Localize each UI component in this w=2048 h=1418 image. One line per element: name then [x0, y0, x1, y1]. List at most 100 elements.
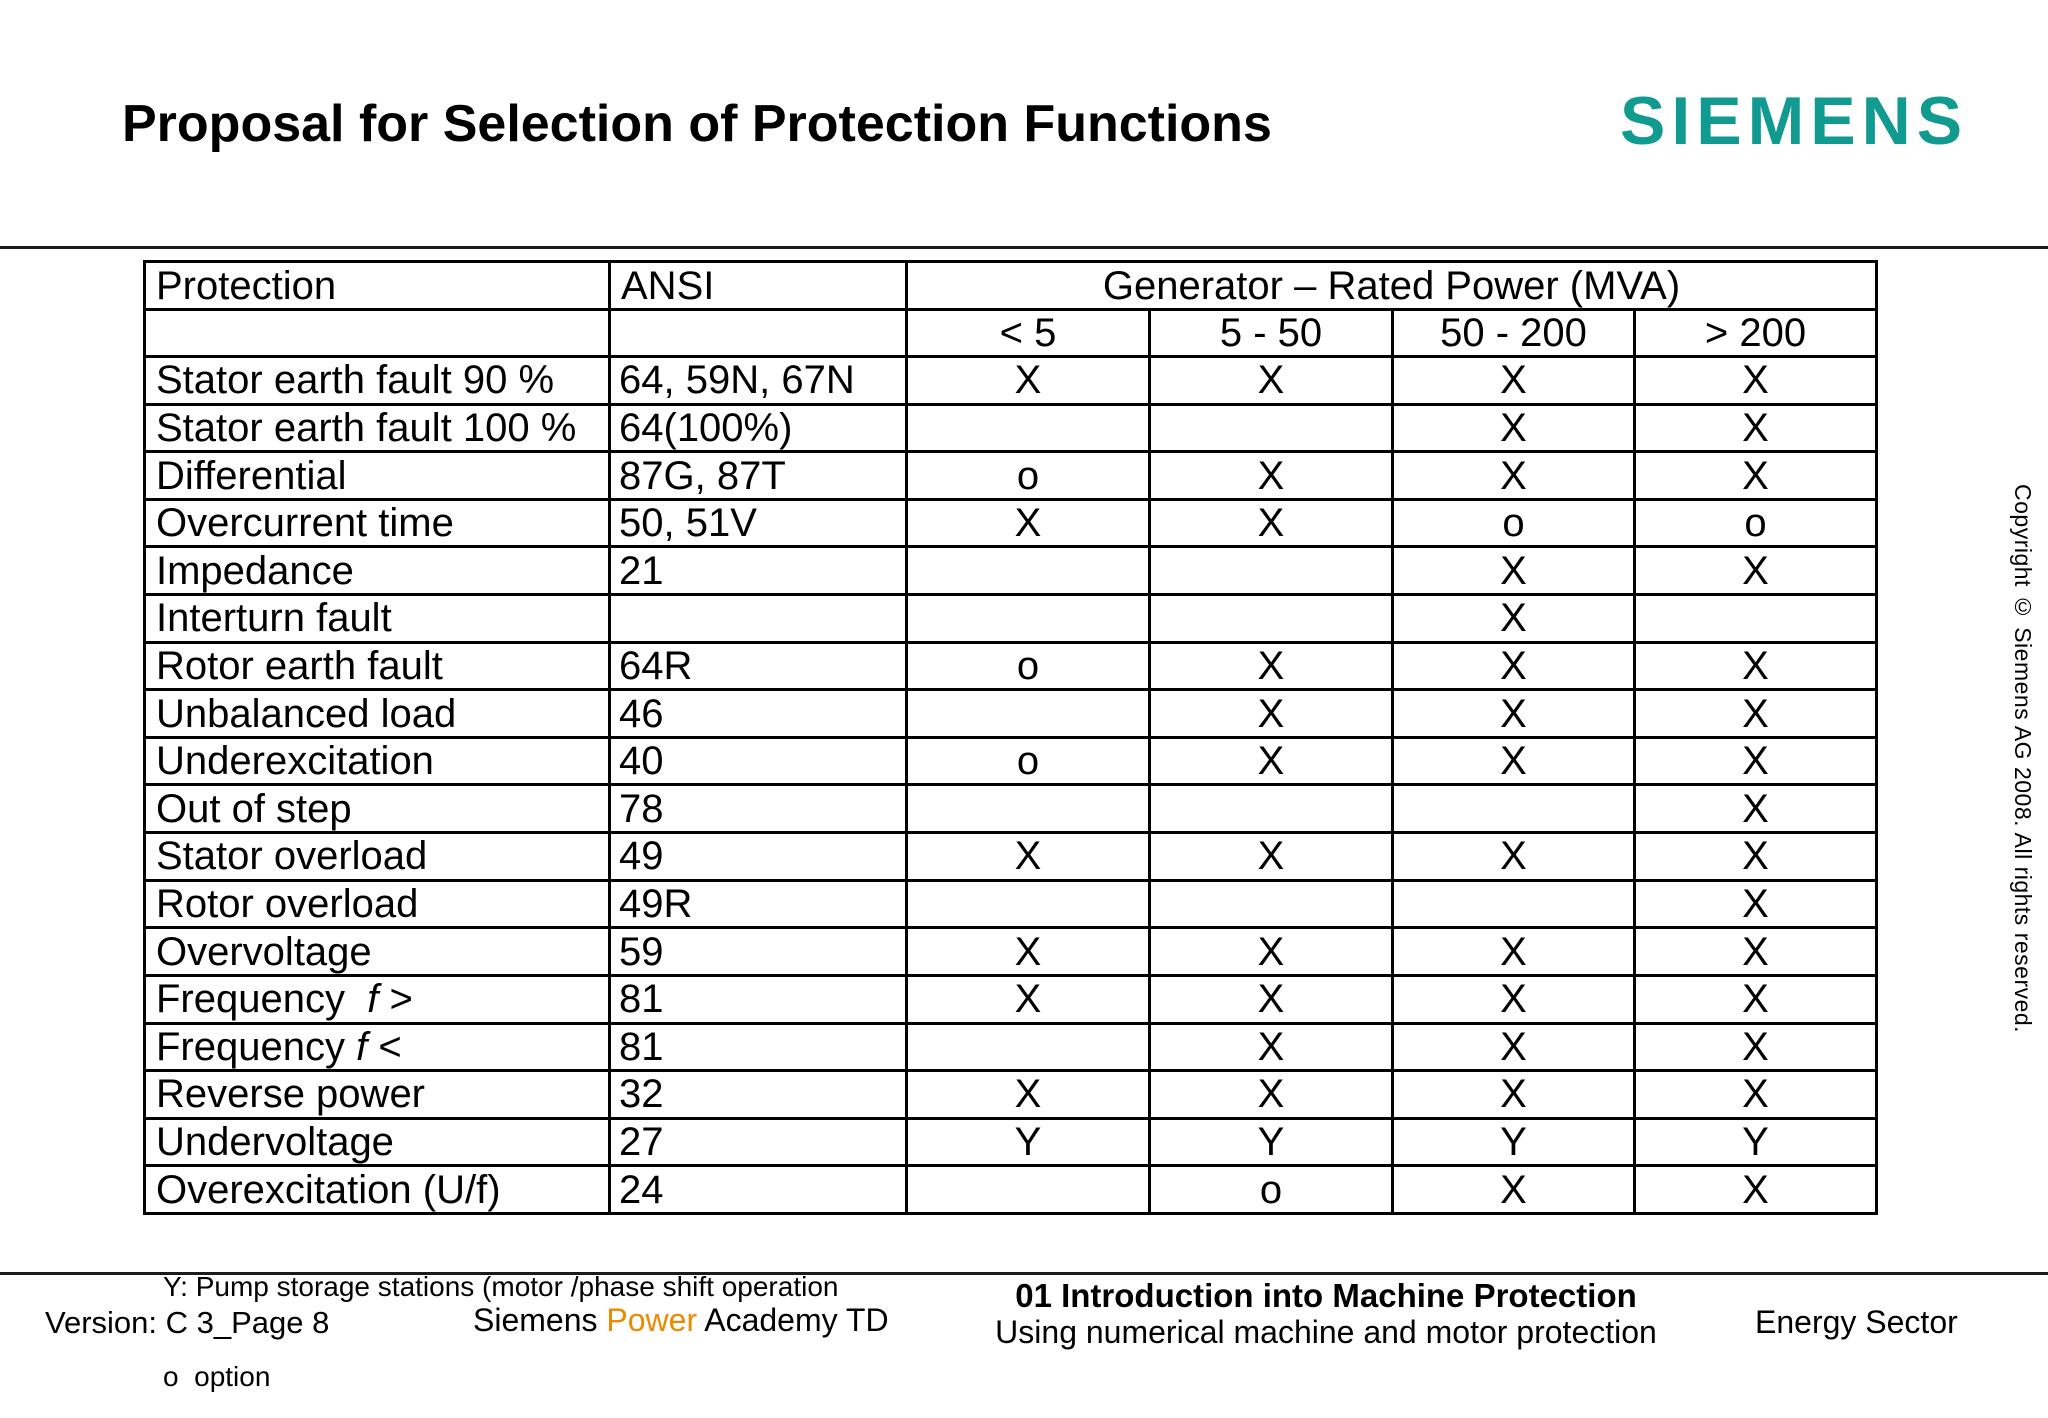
protection-name-cell: Stator earth fault 90 %: [143, 355, 611, 406]
mark-cell: X: [1148, 355, 1394, 406]
mark-cell: [905, 402, 1151, 454]
mark-cell: X: [1391, 688, 1636, 739]
ansi-code-cell: [608, 593, 908, 644]
mark-cell: [905, 688, 1151, 739]
table-row: Overexcitation (U/f) 24 o X X: [143, 1164, 1879, 1215]
table-row: Stator earth fault 90 % 64, 59N, 67N X X X X: [143, 355, 1879, 406]
mark-cell: Y: [1632, 1116, 1879, 1168]
mark-cell: X: [905, 926, 1151, 977]
protection-name-cell: Impedance: [143, 545, 611, 597]
mark-cell: X: [1632, 1164, 1879, 1215]
mark-cell: X: [1391, 926, 1636, 977]
protection-name-cell: Stator overload: [143, 831, 611, 882]
protection-selection-table: Protection ANSI Generator – Rated Power …: [143, 260, 1879, 1215]
table-row: Stator overload 49 X X X X: [143, 831, 1879, 882]
table-row: Unbalanced load 46 X X X: [143, 688, 1879, 739]
copyright-vertical-text: Copyright © Siemens AG 2008. All rights …: [2010, 484, 2036, 1034]
mark-cell: X: [1148, 497, 1394, 549]
mark-cell: X: [1391, 735, 1636, 787]
table-row: Reverse power 32 X X X X: [143, 1069, 1879, 1120]
protection-name-cell: Undervoltage: [143, 1116, 611, 1168]
mark-cell: [1391, 878, 1636, 930]
mark-cell: [905, 878, 1151, 930]
table-row: Frequency f >81 X X X X: [143, 973, 1879, 1025]
ansi-code-cell: 32: [608, 1069, 908, 1120]
ansi-code-cell: 46: [608, 688, 908, 739]
power-range-header: 50 - 200: [1391, 308, 1636, 358]
ansi-code-cell: 81: [608, 1021, 908, 1073]
power-range-header: 5 - 50: [1148, 308, 1394, 358]
mark-cell: X: [1632, 640, 1879, 692]
protection-name-cell: Frequency f >: [143, 973, 611, 1025]
protection-name-cell: Rotor overload: [143, 878, 611, 930]
mark-cell: X: [1632, 973, 1879, 1025]
mark-cell: X: [1632, 450, 1879, 501]
mark-cell: Y: [1148, 1116, 1394, 1168]
mark-cell: [905, 1164, 1151, 1215]
mark-cell: X: [1632, 402, 1879, 454]
mark-cell: X: [1391, 1069, 1636, 1120]
footer-academy-pre: Siemens: [473, 1302, 607, 1338]
footer-course-subtitle: Using numerical machine and motor protec…: [995, 1314, 1657, 1350]
power-range-header: > 200: [1632, 308, 1879, 358]
table-header-row-1: Protection ANSI Generator – Rated Power …: [143, 260, 1879, 311]
mark-cell: X: [1632, 1069, 1879, 1120]
ansi-code-cell: 49R: [608, 878, 908, 930]
protection-name-cell: Stator earth fault 100 %: [143, 402, 611, 454]
protection-name-cell: Overcurrent time: [143, 497, 611, 549]
mark-cell: X: [1148, 831, 1394, 882]
mark-cell: X: [1632, 545, 1879, 597]
mark-cell: X: [1148, 1069, 1394, 1120]
table-row: Impedance 21 X X: [143, 545, 1879, 597]
empty-header-cell: [143, 308, 611, 358]
legend-line-pump-storage: Y: Pump storage stations (motor /phase s…: [163, 1271, 839, 1302]
col-header-ansi: ANSI: [608, 260, 908, 311]
table-row: Undervoltage 27 Y Y Y Y: [143, 1116, 1879, 1168]
power-range-header: < 5: [905, 308, 1151, 358]
mark-cell: X: [1391, 1021, 1636, 1073]
mark-cell: o: [1148, 1164, 1394, 1215]
mark-cell: X: [1391, 402, 1636, 454]
mark-cell: X: [1391, 450, 1636, 501]
mark-cell: X: [1148, 973, 1394, 1025]
mark-cell: X: [1148, 735, 1394, 787]
ansi-code-cell: 59: [608, 926, 908, 977]
table-row: Stator earth fault 100 % 64(100%) X X: [143, 402, 1879, 454]
mark-cell: [1148, 545, 1394, 597]
protection-name-cell: Unbalanced load: [143, 688, 611, 739]
ansi-code-cell: 87G, 87T: [608, 450, 908, 501]
mark-cell: X: [1391, 1164, 1636, 1215]
footer-version: Version: C 3_Page 8: [45, 1305, 330, 1340]
mark-cell: [905, 783, 1151, 835]
mark-cell: [1148, 402, 1394, 454]
protection-name-cell: Out of step: [143, 783, 611, 835]
mark-cell: X: [905, 1069, 1151, 1120]
mark-cell: X: [1391, 640, 1636, 692]
mark-cell: [1148, 878, 1394, 930]
mark-cell: [1148, 783, 1394, 835]
protection-name-cell: Interturn fault: [143, 593, 611, 644]
table-header-row-2: < 5 5 - 50 50 - 200 > 200: [143, 308, 1879, 358]
mark-cell: X: [1148, 926, 1394, 977]
footer-course-block: 01 Introduction into Machine Protection …: [946, 1277, 1706, 1350]
footer-academy-post: Academy TD: [697, 1302, 889, 1338]
protection-name-cell: Reverse power: [143, 1069, 611, 1120]
mark-cell: X: [905, 973, 1151, 1025]
mark-cell: o: [905, 735, 1151, 787]
mark-cell: X: [1148, 688, 1394, 739]
mark-cell: X: [1391, 831, 1636, 882]
mark-cell: X: [1391, 593, 1636, 644]
ansi-code-cell: 24: [608, 1164, 908, 1215]
protection-name-cell: Differential: [143, 450, 611, 501]
legend-line-option: o option: [163, 1361, 271, 1392]
mark-cell: X: [1148, 450, 1394, 501]
table-row: Out of step 78 X: [143, 783, 1879, 835]
title-divider-line: [0, 246, 2048, 249]
mark-cell: X: [905, 355, 1151, 406]
mark-cell: X: [1632, 355, 1879, 406]
mark-cell: o: [905, 450, 1151, 501]
footer-academy: Siemens Power Academy TD: [473, 1302, 889, 1339]
ansi-code-cell: 27: [608, 1116, 908, 1168]
